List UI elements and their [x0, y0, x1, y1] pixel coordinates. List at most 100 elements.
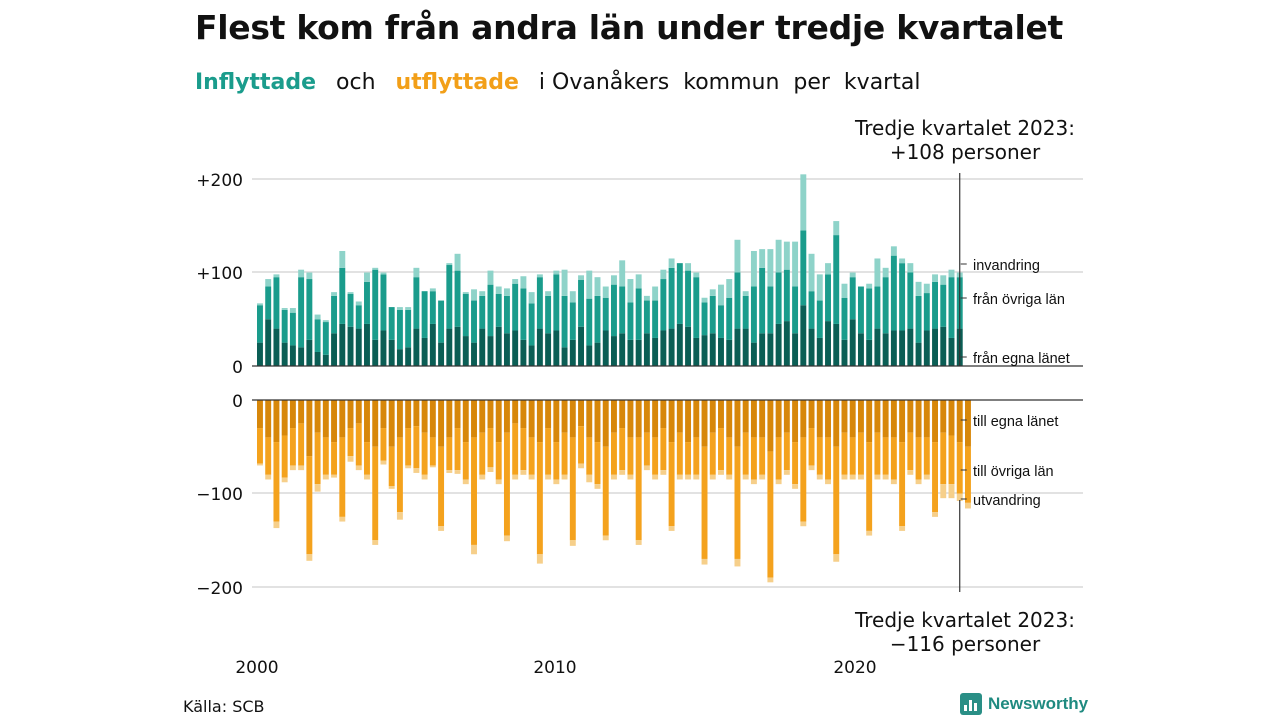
inflow-bar-own: [602, 330, 609, 366]
outflow-bar-own: [652, 400, 659, 438]
outflow-bar-own: [676, 400, 683, 433]
inflow-bar-own: [512, 330, 519, 366]
inflow-bar-other: [841, 297, 848, 340]
outflow-bar-other: [355, 423, 362, 466]
outflow-bar-own: [512, 400, 519, 424]
annotation-top-line2: +108 personer: [889, 140, 1041, 164]
inflow-bar-immig: [602, 286, 609, 298]
outflow-bar-emig: [718, 470, 724, 475]
outflow-bar-emig: [767, 577, 774, 583]
inflow-bar-own: [742, 328, 749, 366]
outflow-bar-own: [388, 400, 395, 447]
outflow-bar-own: [578, 400, 584, 427]
inflow-bar-other: [569, 302, 576, 340]
outflow-bar-other: [528, 437, 535, 475]
inflow-bar-own: [569, 339, 576, 366]
inflow-bar-other: [339, 267, 346, 324]
outflow-bar-own: [331, 400, 338, 443]
inflow-bar-own: [825, 321, 831, 366]
outflow-bar-emig: [932, 512, 938, 517]
outflow-bar-other: [281, 435, 288, 478]
inflow-bar-immig: [775, 239, 782, 273]
outflow-bar-other: [816, 437, 823, 475]
outflow-bar-other: [520, 428, 527, 471]
inflow-bar-other: [676, 263, 683, 324]
inflow-bar-own: [454, 326, 461, 366]
outflow-bar-other: [487, 428, 494, 468]
outflow-bar-other: [890, 437, 897, 480]
inflow-bar-immig: [635, 274, 642, 289]
inflow-bar-immig: [792, 241, 799, 287]
inflow-bar-other: [322, 322, 329, 355]
inflow-bar-immig: [899, 258, 906, 264]
newsworthy-logo: Newsworthy: [960, 693, 1088, 715]
outflow-bar-other: [569, 437, 576, 541]
outflow-bar-other: [701, 446, 708, 559]
outflow-bar-emig: [742, 474, 749, 480]
outflow-bar-own: [841, 400, 848, 433]
inflow-bar-own: [413, 328, 420, 366]
inflow-bar-own: [405, 347, 412, 366]
outflow-bar-other: [668, 442, 675, 527]
inflow-bar-immig: [940, 275, 947, 285]
annotation-bottom: Tredje kvartalet 2023: −116 personer: [845, 608, 1085, 656]
outflow-bar-own: [405, 400, 412, 429]
inflow-bar-immig: [331, 292, 338, 296]
inflow-bar-own: [421, 337, 428, 366]
outflow-bar-own: [726, 400, 733, 438]
outflow-bar-own: [611, 400, 617, 433]
outflow-bar-own: [314, 400, 321, 433]
outflow-bar-other: [594, 442, 601, 485]
series-label: utvandring: [973, 493, 1041, 509]
outflow-bar-other: [578, 426, 584, 464]
inflow-bar-own: [940, 326, 947, 366]
outflow-bar-emig: [339, 516, 346, 522]
inflow-bar-other: [635, 288, 642, 340]
inflow-bar-other: [750, 286, 757, 343]
outflow-bar-other: [438, 446, 445, 527]
outflow-bar-emig: [668, 526, 675, 531]
outflow-bar-own: [355, 400, 362, 424]
annotation-bottom-line2: −116 personer: [889, 632, 1041, 656]
outflow-bar-other: [429, 437, 436, 466]
outflow-bar-own: [619, 400, 626, 429]
inflow-bar-immig: [660, 269, 667, 280]
inflow-bar-immig: [273, 274, 280, 278]
inflow-bar-immig: [306, 272, 313, 280]
inflow-bar-other: [314, 319, 321, 352]
outflow-bar-emig: [298, 465, 305, 471]
outflow-bar-other: [899, 442, 906, 527]
inflow-bar-other: [380, 274, 387, 331]
outflow-bar-own: [462, 400, 469, 443]
inflow-bar-own: [800, 305, 807, 367]
outflow-bar-emig: [553, 479, 560, 485]
outflow-bar-own: [767, 400, 774, 452]
outflow-bar-own: [701, 400, 708, 447]
inflow-bar-own: [265, 319, 272, 366]
inflow-bar-other: [932, 281, 938, 329]
inflow-bar-immig: [685, 263, 692, 271]
outflow-bar-own: [347, 400, 354, 429]
inflow-bar-own: [471, 342, 477, 367]
outflow-bar-other: [734, 446, 741, 559]
outflow-bar-emig: [322, 474, 329, 480]
outflow-bar-emig: [364, 474, 370, 480]
inflow-bar-immig: [594, 277, 601, 296]
outflow-bar-own: [380, 400, 387, 429]
outflow-bar-emig: [693, 474, 700, 480]
inflow-bar-other: [709, 295, 716, 334]
outflow-bar-other: [421, 432, 428, 475]
inflow-bar-own: [611, 336, 617, 366]
inflow-bar-immig: [355, 301, 362, 306]
inflow-bar-other: [866, 288, 873, 340]
outflow-bar-own: [635, 400, 642, 438]
inflow-bar-own: [923, 330, 930, 366]
inflow-bar-immig: [536, 274, 543, 278]
inflow-bar-own: [627, 339, 634, 366]
inflow-bar-immig: [396, 307, 403, 310]
outflow-bar-emig: [479, 474, 486, 480]
series-label: från övriga län: [973, 292, 1065, 308]
inflow-bar-own: [364, 323, 370, 367]
outflow-bar-own: [429, 400, 436, 438]
inflow-bar-immig: [841, 283, 848, 298]
